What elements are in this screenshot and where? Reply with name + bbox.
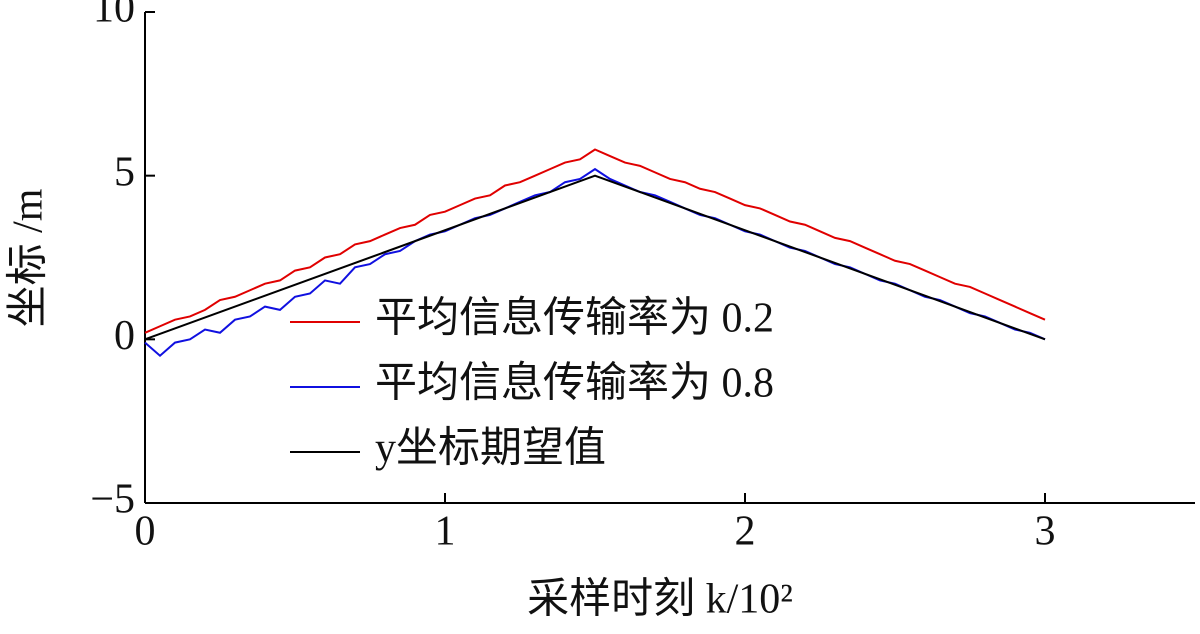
legend-label: 平均信息传输率为 0.8	[375, 360, 774, 407]
legend-label: 平均信息传输率为 0.2	[375, 295, 774, 342]
y-tick-label: 10	[93, 0, 135, 32]
x-axis-label: 采样时刻 k/10²	[527, 577, 793, 623]
y-tick-label: −5	[90, 477, 135, 523]
series-line	[144, 174, 1046, 341]
y-tick-label: 0	[114, 313, 135, 359]
y-axis-label: 坐标 /m	[6, 188, 52, 327]
x-tick-label: 0	[135, 509, 156, 555]
x-tick-label: 2	[735, 509, 756, 555]
legend-label: y坐标期望值	[375, 426, 606, 472]
x-tick-label: 1	[435, 509, 456, 555]
series-line	[144, 148, 1046, 334]
series-line	[144, 167, 1046, 358]
y-tick-label: 5	[114, 149, 135, 195]
x-tick-label: 3	[1035, 509, 1056, 555]
